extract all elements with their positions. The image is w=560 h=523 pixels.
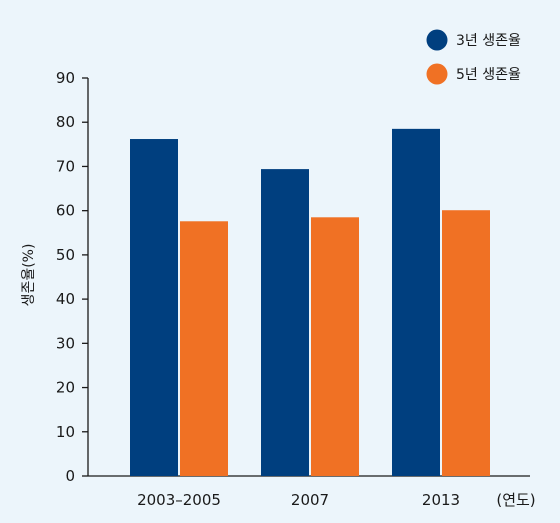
- legend-swatch: [426, 29, 448, 51]
- y-tick-label: 30: [56, 334, 75, 352]
- legend-label: 3년 생존율: [456, 33, 521, 49]
- y-tick-label: 90: [56, 69, 75, 87]
- y-tick-label: 80: [56, 113, 75, 131]
- y-tick-label: 60: [56, 202, 75, 220]
- y-tick-label: 70: [56, 157, 75, 175]
- bar-five-year: [180, 221, 228, 476]
- y-tick-label: 40: [56, 290, 75, 308]
- x-tick-label: 2003–2005: [137, 491, 221, 509]
- legend-label: 5년 생존율: [456, 67, 521, 83]
- bar-three-year: [261, 169, 309, 476]
- x-ticks: 2003–2005 2007 2013: [137, 491, 460, 509]
- x-axis-label: (연도): [496, 491, 535, 509]
- x-tick-label: 2013: [422, 491, 460, 509]
- y-tick-label: 50: [56, 246, 75, 264]
- y-axis-label: 생존율(%): [21, 244, 37, 307]
- y-tick-label: 0: [65, 467, 75, 485]
- bars: [130, 128, 490, 477]
- y-tick-label: 20: [56, 379, 75, 397]
- bar-three-year: [392, 128, 440, 476]
- bar-three-year: [130, 139, 178, 476]
- y-ticks: 0 10 20 30 40 50 60 70 80 90: [56, 69, 88, 485]
- y-tick-label: 10: [56, 423, 75, 441]
- bar-five-year: [311, 217, 359, 477]
- x-tick-label: 2007: [291, 491, 329, 509]
- bar-five-year: [442, 210, 490, 477]
- legend-swatch: [426, 63, 448, 85]
- legend: 3년 생존율 5년 생존율: [426, 29, 521, 85]
